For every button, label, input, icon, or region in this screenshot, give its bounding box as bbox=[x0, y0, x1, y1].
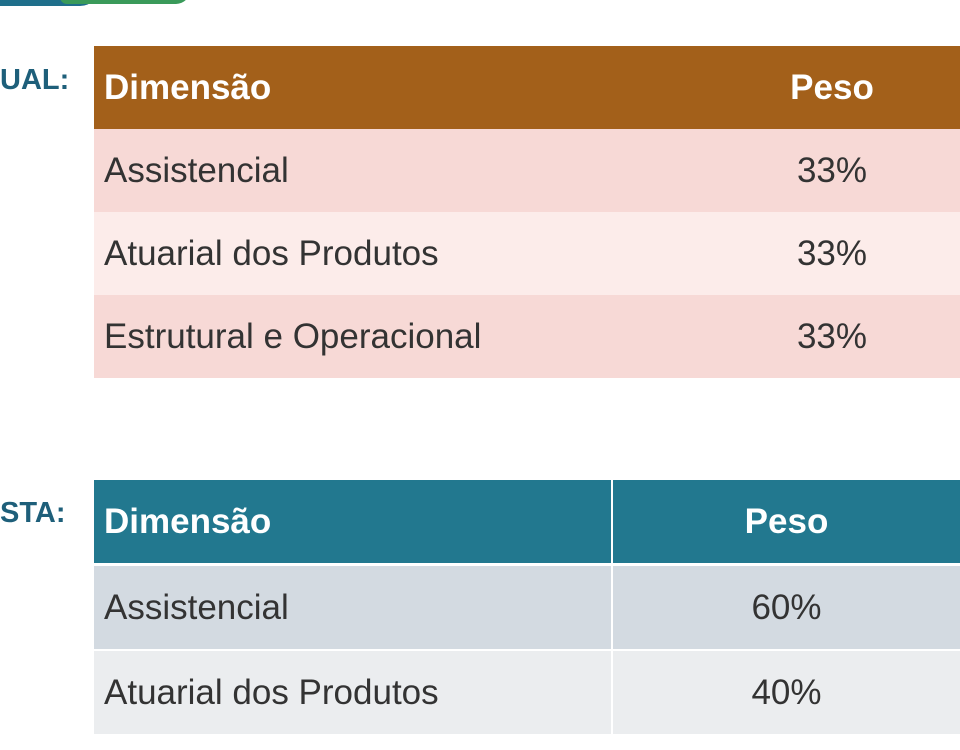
header-peso: Peso bbox=[612, 480, 960, 566]
cell-dimensao: Atuarial dos Produtos bbox=[94, 649, 613, 734]
cell-dimensao: Assistencial bbox=[104, 150, 289, 190]
cell-peso: 60% bbox=[751, 587, 822, 627]
cell-dimensao: Atuarial dos Produtos bbox=[104, 233, 439, 273]
header-peso: Peso bbox=[790, 67, 874, 107]
table-row: Assistencial 60% bbox=[94, 564, 960, 650]
header-dimensao: Dimensão bbox=[104, 67, 272, 107]
cell-dimensao: Assistencial bbox=[94, 564, 613, 650]
top-decoration bbox=[0, 0, 190, 10]
cell-dimensao: Estrutural e Operacional bbox=[104, 316, 482, 356]
cell-peso: 33% bbox=[796, 316, 868, 356]
table-row: Assistencial 33% bbox=[94, 129, 960, 212]
cell-peso: 40% bbox=[612, 649, 960, 734]
header-dimensao: Dimensão bbox=[94, 480, 613, 566]
section-label-proposta: STA: bbox=[0, 497, 66, 529]
section-label-atual: UAL: bbox=[0, 64, 70, 96]
table-header-row: Dimensão Peso bbox=[94, 46, 960, 129]
table-row: Estrutural e Operacional 33% bbox=[94, 295, 960, 378]
table-header-row: Dimensão Peso bbox=[94, 480, 960, 566]
table-row: Atuarial dos Produtos 40% bbox=[94, 649, 960, 734]
weights-table-proposta: Dimensão Peso Assistencial 60% Atuarial … bbox=[94, 480, 960, 734]
decoration-green-swoosh bbox=[60, 0, 190, 4]
cell-peso: 33% bbox=[796, 150, 868, 190]
decoration-blue-swoosh bbox=[0, 0, 100, 6]
weights-table-atual: Dimensão Peso Assistencial 33% Atuarial … bbox=[94, 46, 960, 378]
table-row: Atuarial dos Produtos 33% bbox=[94, 212, 960, 295]
cell-peso: 33% bbox=[796, 233, 868, 273]
